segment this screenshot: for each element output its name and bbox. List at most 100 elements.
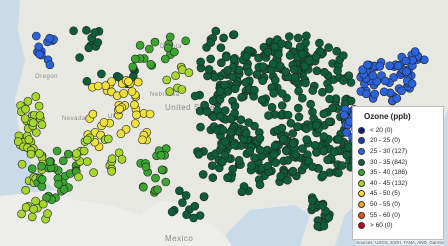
station-dot (332, 46, 342, 56)
station-dot (115, 104, 124, 114)
station-dot (17, 159, 27, 169)
legend-swatch (358, 179, 365, 187)
station-dot (177, 85, 187, 94)
station-dot (146, 60, 155, 69)
station-dot (283, 175, 292, 185)
station-dot (116, 129, 126, 138)
station-dot (161, 177, 171, 187)
station-dot (37, 120, 47, 129)
station-dot (182, 210, 191, 219)
station-dot (270, 42, 280, 52)
station-dot (45, 33, 54, 43)
legend-swatch (358, 190, 365, 198)
station-dot (276, 171, 286, 181)
station-dot (315, 38, 324, 48)
station-dot (230, 140, 239, 149)
legend-title: Ozone (ppb) (364, 112, 411, 121)
station-dot (107, 77, 116, 86)
station-dot (208, 173, 218, 182)
station-dot (255, 134, 265, 143)
legend-swatch (358, 200, 365, 208)
station-dot (363, 60, 372, 70)
station-dot (257, 95, 267, 105)
station-dot (26, 149, 36, 159)
station-dot (145, 44, 154, 54)
station-dot (324, 117, 334, 127)
station-dot (141, 162, 151, 172)
station-dot (308, 162, 317, 171)
station-dot (277, 39, 286, 49)
station-dot (269, 89, 279, 98)
station-dot (244, 67, 253, 77)
station-dot (333, 66, 342, 75)
station-dot (219, 33, 228, 43)
station-dot (323, 155, 332, 165)
station-dot (318, 201, 327, 210)
station-dot (34, 42, 44, 52)
legend-label: 45 - 50 (5) (370, 190, 400, 198)
station-dot (301, 78, 310, 88)
station-dot (318, 87, 327, 97)
station-dot (221, 137, 230, 146)
station-dot (43, 209, 52, 218)
station-dot (82, 25, 91, 35)
station-dot (325, 94, 334, 104)
station-dot (324, 43, 333, 52)
legend-item: 40 - 45 (132) (358, 178, 438, 189)
station-dot (264, 111, 273, 120)
station-dot (194, 150, 204, 159)
station-dot (310, 141, 320, 150)
station-dot (300, 62, 310, 71)
legend-swatch (358, 158, 365, 166)
station-dot (17, 209, 26, 219)
station-dot (88, 109, 98, 119)
station-dot (161, 54, 170, 64)
station-dot (83, 157, 92, 166)
station-dot (230, 84, 240, 94)
station-dot (338, 51, 348, 60)
station-dot (263, 161, 273, 171)
station-dot (274, 49, 283, 59)
station-dot (128, 62, 138, 72)
station-dot (302, 31, 311, 41)
station-dot (293, 33, 303, 43)
station-dot (35, 149, 44, 158)
station-dot (308, 86, 318, 95)
map-label: Nevada (62, 116, 86, 122)
station-dot (196, 122, 205, 132)
station-dot (234, 156, 244, 165)
station-dot (157, 165, 167, 175)
station-dot (269, 150, 279, 159)
legend-item: 45 - 50 (5) (358, 189, 438, 200)
station-dot (206, 54, 215, 64)
station-dot (27, 164, 37, 173)
station-dot (293, 103, 303, 113)
station-dot (90, 28, 100, 37)
station-dot (181, 36, 190, 46)
station-dot (72, 149, 81, 158)
station-dot (311, 120, 321, 130)
legend-label: 50 - 55 (0) (370, 200, 400, 208)
station-dot (334, 135, 343, 144)
station-dot (208, 96, 218, 106)
station-dot (385, 61, 395, 71)
station-dot (162, 75, 171, 85)
station-dot (79, 146, 89, 156)
station-dot (45, 157, 55, 166)
station-dot (230, 101, 240, 111)
station-dot (181, 191, 191, 200)
station-dot (320, 67, 329, 77)
station-dot (210, 72, 219, 82)
station-dot (324, 84, 334, 94)
station-dot (308, 196, 317, 205)
station-dot (252, 70, 262, 79)
station-dot (222, 52, 231, 62)
station-dot (145, 109, 155, 119)
legend-item: 35 - 40 (186) (358, 167, 438, 178)
station-dot (226, 127, 235, 137)
legend-label: 30 - 35 (842) (370, 158, 408, 166)
station-dot (104, 134, 113, 144)
station-dot (242, 52, 251, 61)
station-dot (37, 175, 47, 184)
legend-label: 25 - 30 (127) (370, 147, 408, 155)
